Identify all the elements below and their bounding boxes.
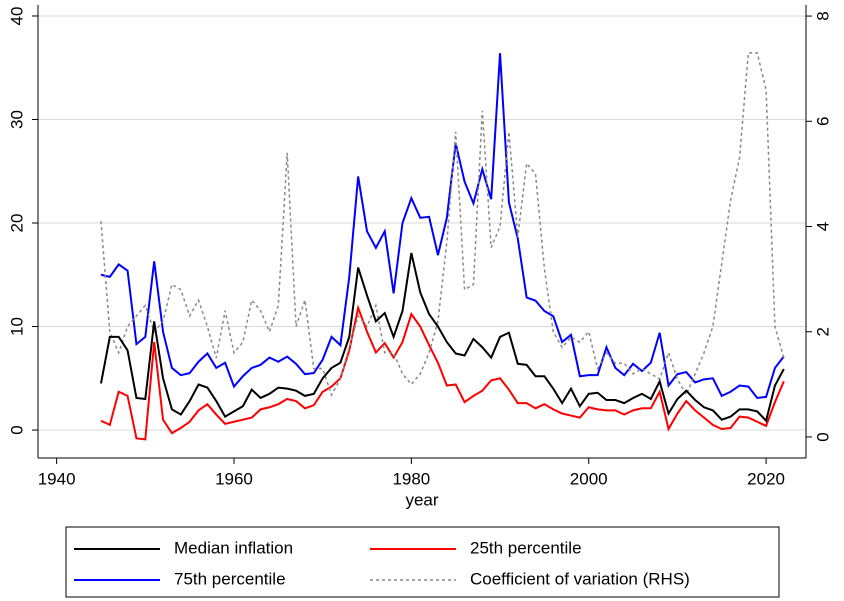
y-tick-label: 10 — [7, 317, 26, 336]
legend-label: 75th percentile — [174, 569, 286, 588]
series-line — [100, 53, 785, 400]
y-tick-label: 20 — [7, 214, 26, 233]
y2-tick-label: 2 — [813, 327, 832, 336]
y-tick-label: 0 — [7, 425, 26, 434]
x-axis-label: year — [405, 490, 438, 509]
x-tick-label: 1980 — [392, 469, 430, 488]
y2-tick-label: 4 — [813, 222, 832, 231]
legend-label: Median inflation — [174, 538, 293, 557]
y2-tick-label: 6 — [813, 117, 832, 126]
x-tick-label: 1960 — [215, 469, 253, 488]
x-tick-label: 2000 — [570, 469, 608, 488]
y2-tick-label: 8 — [813, 11, 832, 20]
legend-box — [65, 526, 780, 598]
series-line — [100, 304, 785, 441]
series-line — [99, 252, 785, 423]
legend-label: Coefficient of variation (RHS) — [470, 569, 690, 588]
y-tick-label: 30 — [7, 110, 26, 129]
y-tick-label: 40 — [7, 7, 26, 26]
x-tick-label: 2020 — [747, 469, 785, 488]
x-tick-label: 1940 — [38, 469, 76, 488]
y2-tick-label: 0 — [813, 432, 832, 441]
legend-label: 25th percentile — [470, 538, 582, 557]
series-line — [100, 52, 785, 397]
